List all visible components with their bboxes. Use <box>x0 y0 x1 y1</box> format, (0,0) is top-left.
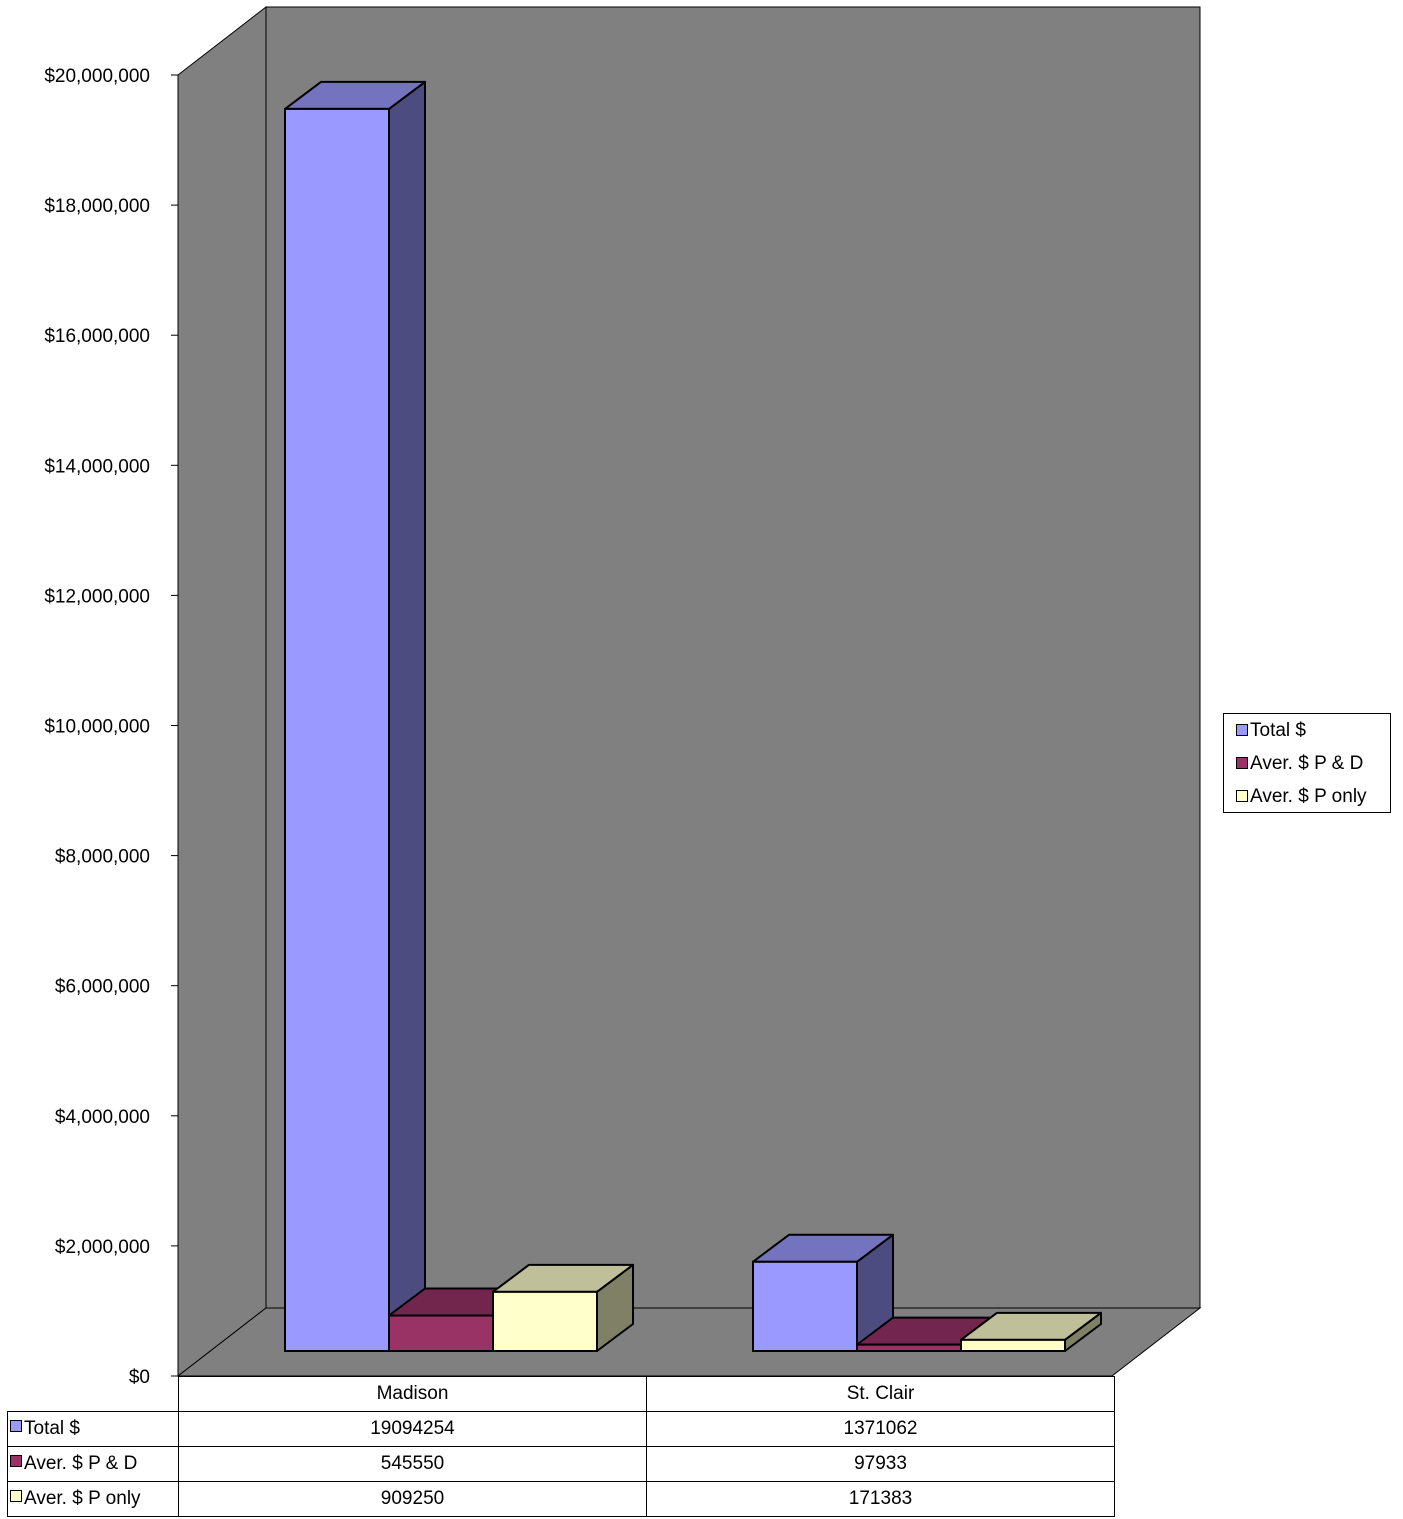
data-table: Madison St. Clair Total $ 19094254 13710… <box>7 1376 1115 1517</box>
table-swatch-aver-p-d <box>10 1455 22 1467</box>
table-cell: 97933 <box>646 1446 1115 1482</box>
table-header-st-clair: St. Clair <box>646 1376 1115 1412</box>
table-corner <box>7 1376 179 1412</box>
table-cell: 909250 <box>178 1481 647 1517</box>
y-tick-label: $12,000,000 <box>44 586 150 607</box>
table-cell: 1371062 <box>646 1411 1115 1447</box>
legend-swatch-aver-p-d <box>1236 757 1248 769</box>
y-tick-label: $18,000,000 <box>44 196 150 217</box>
y-axis: $0$2,000,000$4,000,000$6,000,000$8,000,0… <box>44 66 179 1388</box>
table-row-label: Aver. $ P & D <box>7 1446 179 1482</box>
table-row-label-text: Aver. $ P & D <box>24 1453 138 1474</box>
bar-front <box>856 1343 962 1353</box>
table-header-row: Madison St. Clair <box>7 1376 1115 1412</box>
y-tick-label: $16,000,000 <box>44 326 150 347</box>
table-row-label: Total $ <box>7 1411 179 1447</box>
bar <box>752 1233 894 1352</box>
bar-front <box>492 1290 598 1352</box>
side-wall <box>177 5 267 1378</box>
legend-swatch-total <box>1236 724 1248 736</box>
y-tick-label: $2,000,000 <box>55 1237 150 1258</box>
table-row: Aver. $ P & D 545550 97933 <box>7 1446 1115 1482</box>
table-row: Total $ 19094254 1371062 <box>7 1411 1115 1447</box>
bar-front <box>960 1338 1066 1353</box>
legend-label-total: Total $ <box>1250 720 1306 741</box>
table-row-label-text: Aver. $ P only <box>24 1488 141 1509</box>
bar-side <box>388 80 426 1352</box>
legend: Total $ Aver. $ P & D Aver. $ P only <box>1223 713 1391 813</box>
bar-front <box>388 1314 494 1352</box>
table-swatch-aver-p-only <box>10 1490 22 1502</box>
y-tick-label: $14,000,000 <box>44 456 150 477</box>
bar-front <box>752 1260 858 1352</box>
y-tick-label: $10,000,000 <box>44 717 150 738</box>
bar <box>492 1263 634 1352</box>
legend-item-total: Total $ <box>1224 720 1390 753</box>
bars-group <box>284 80 1102 1353</box>
bar <box>960 1311 1102 1353</box>
legend-swatch-aver-p-only <box>1236 790 1248 802</box>
bar-front <box>284 107 390 1352</box>
table-header-madison: Madison <box>178 1376 647 1412</box>
table-cell: 171383 <box>646 1481 1115 1517</box>
y-tick-label: $20,000,000 <box>44 66 150 87</box>
legend-item-aver-p-d: Aver. $ P & D <box>1224 753 1390 786</box>
table-swatch-total <box>10 1420 22 1432</box>
bar <box>284 80 426 1352</box>
legend-item-aver-p-only: Aver. $ P only <box>1224 786 1390 819</box>
table-row-label-text: Total $ <box>24 1418 80 1439</box>
table-cell: 545550 <box>178 1446 647 1482</box>
y-tick-label: $6,000,000 <box>55 977 150 998</box>
table-row-label: Aver. $ P only <box>7 1481 179 1517</box>
legend-label-aver-p-only: Aver. $ P only <box>1250 786 1367 807</box>
y-tick-label: $8,000,000 <box>55 847 150 868</box>
table-cell: 19094254 <box>178 1411 647 1447</box>
y-tick-label: $4,000,000 <box>55 1107 150 1128</box>
legend-label-aver-p-d: Aver. $ P & D <box>1250 753 1364 774</box>
table-row: Aver. $ P only 909250 171383 <box>7 1481 1115 1517</box>
